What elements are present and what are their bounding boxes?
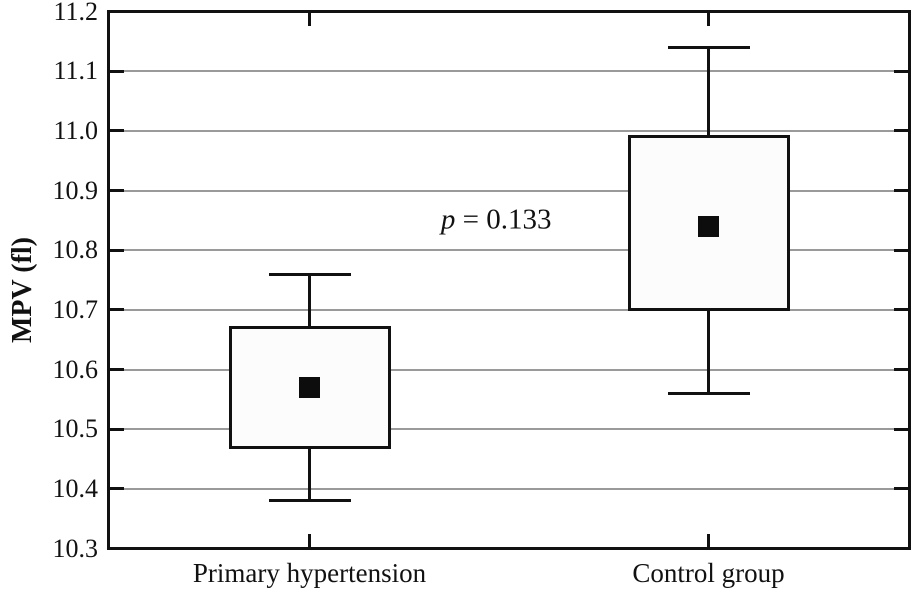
y-axis-tick-left	[110, 427, 124, 431]
x-axis-tick-bottom	[707, 534, 710, 547]
x-category-label: Primary hypertension	[192, 558, 427, 588]
mean-marker	[299, 376, 320, 398]
mean-marker	[698, 215, 719, 237]
y-tick-label: 11.2	[53, 0, 98, 26]
x-axis-category-labels: Primary hypertension Control group	[0, 553, 912, 593]
gridline	[110, 249, 908, 252]
p-value-text: = 0.133	[455, 203, 552, 236]
y-axis-tick-left	[110, 368, 124, 371]
y-axis-tick-left	[110, 189, 124, 192]
gridline	[110, 428, 908, 431]
gridline	[110, 487, 908, 490]
y-axis-tick-left	[110, 308, 124, 312]
x-category-label: Control group	[632, 558, 785, 588]
y-axis-tick-left	[110, 129, 124, 133]
x-axis-tick-bottom	[308, 534, 311, 547]
y-axis-tick-right	[894, 248, 908, 252]
p-symbol: p	[440, 203, 456, 236]
gridline	[110, 129, 908, 132]
gridline	[110, 368, 908, 371]
box-whisker-cap-top	[667, 45, 750, 49]
y-axis-tick-labels: 11.2 11.1 11.0 10.9 10.8 10.7 10.6 10.5 10.4 10.3	[0, 0, 99, 563]
y-axis-tick-right	[894, 427, 908, 431]
gridline	[110, 189, 908, 192]
y-axis-tick-right	[894, 487, 908, 491]
y-tick-label: 10.9	[52, 175, 99, 205]
x-axis-tick-top	[707, 13, 710, 26]
y-axis-tick-left	[110, 69, 124, 73]
y-tick-label: 11.0	[53, 115, 98, 145]
y-axis-tick-right	[894, 189, 908, 192]
y-axis-tick-right	[894, 368, 908, 371]
box-whisker-cap-bottom	[268, 499, 351, 503]
y-axis-tick-right	[894, 69, 908, 73]
y-axis-tick-right	[894, 308, 908, 312]
y-axis-tick-left	[110, 487, 124, 491]
y-axis-tick-left	[110, 248, 124, 252]
plot-area	[107, 10, 911, 550]
y-tick-label: 10.5	[52, 414, 99, 444]
y-tick-label: 10.6	[52, 354, 99, 384]
x-axis-tick-top	[308, 13, 311, 26]
y-tick-label: 10.8	[52, 235, 99, 265]
y-tick-label: 11.1	[53, 56, 98, 86]
y-tick-label: 10.7	[52, 294, 99, 324]
y-axis-tick-right	[894, 129, 908, 133]
gridline	[110, 308, 908, 311]
box-whisker-cap-bottom	[667, 391, 750, 395]
gridline	[110, 70, 908, 73]
y-tick-label: 10.4	[52, 473, 99, 503]
y-tick-label: 10.3	[52, 533, 99, 563]
p-value-annotation: p = 0.133	[441, 204, 552, 237]
box-whisker-cap-top	[268, 272, 351, 276]
